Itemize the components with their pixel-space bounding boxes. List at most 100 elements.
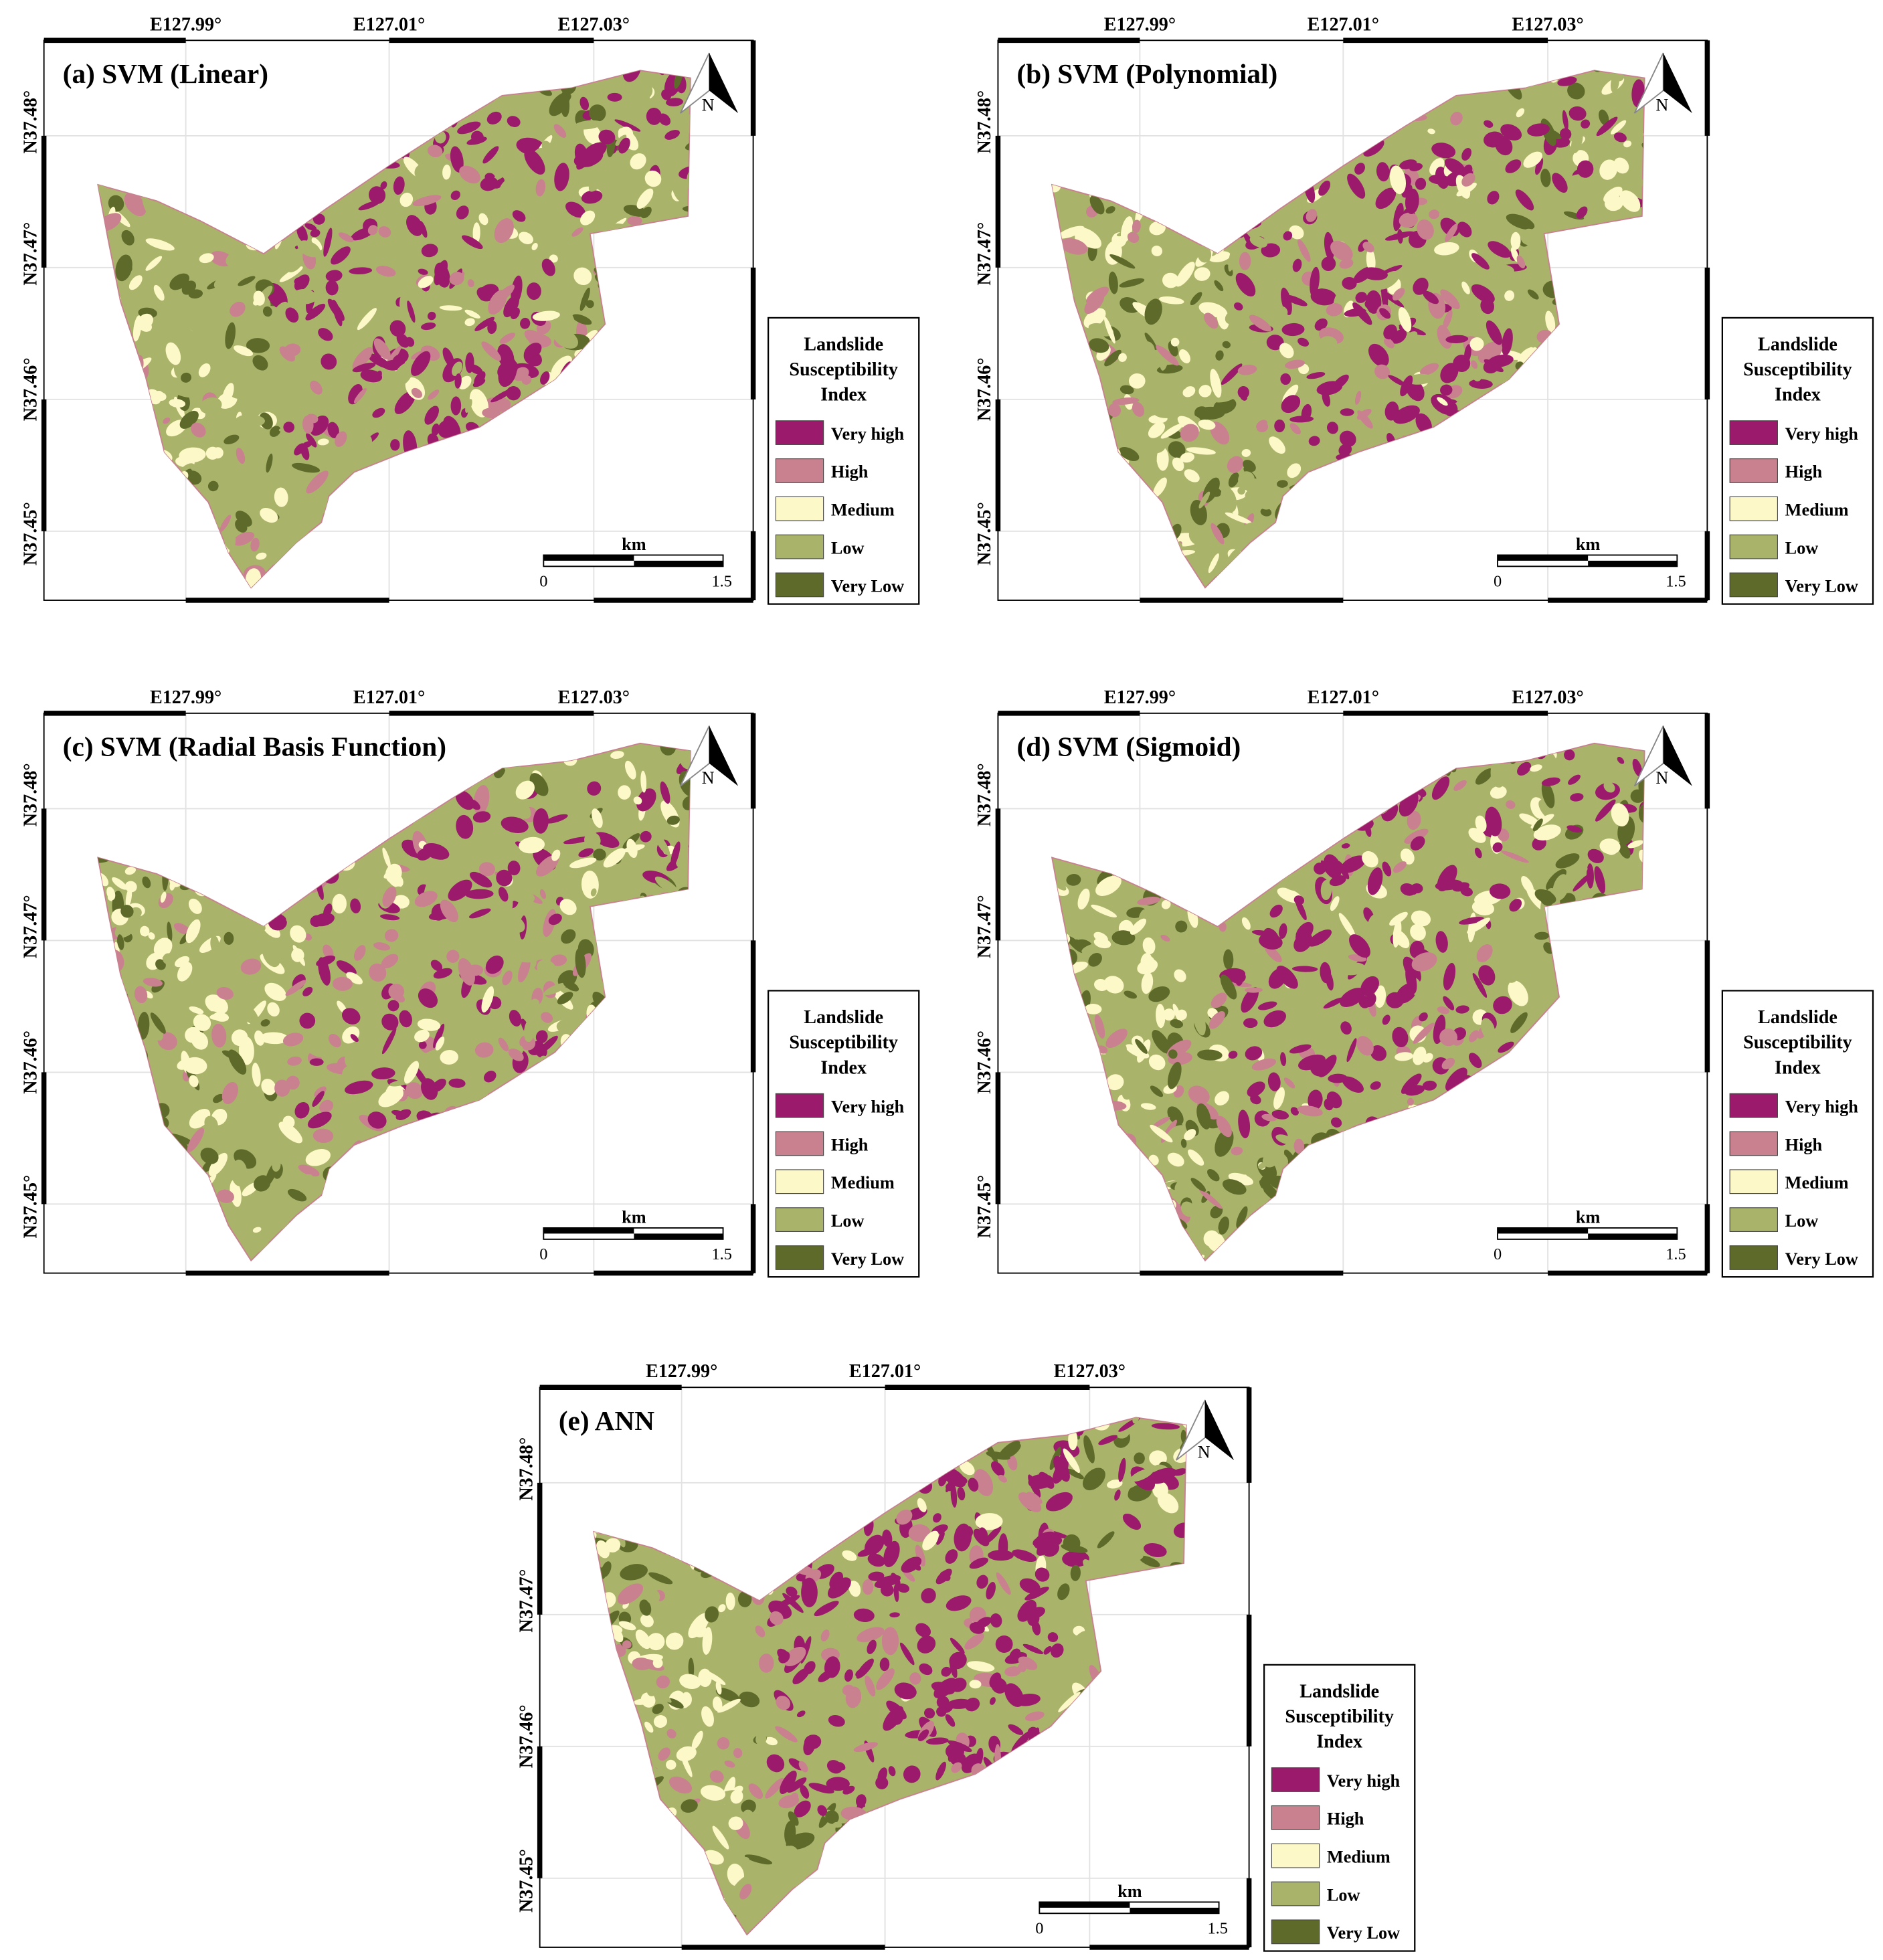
class-patch bbox=[350, 1034, 359, 1043]
legend-title: Landslide bbox=[804, 335, 883, 355]
class-patch bbox=[219, 515, 232, 532]
class-patch bbox=[1280, 373, 1291, 385]
class-patch bbox=[1168, 1597, 1186, 1619]
class-patch bbox=[1135, 1039, 1148, 1054]
class-patch bbox=[1429, 515, 1445, 531]
class-patch bbox=[760, 1517, 774, 1535]
class-patch bbox=[824, 1922, 842, 1934]
class-patch bbox=[412, 1187, 434, 1201]
class-patch bbox=[603, 1041, 616, 1053]
class-patch bbox=[1471, 284, 1495, 303]
class-patch bbox=[294, 1101, 310, 1119]
class-patch bbox=[286, 912, 298, 925]
class-patch bbox=[411, 351, 426, 360]
class-patch bbox=[799, 1895, 808, 1904]
class-patch bbox=[935, 1761, 946, 1781]
class-patch bbox=[1615, 1168, 1634, 1196]
class-patch bbox=[603, 1443, 621, 1472]
y-coordinate-label: N37.46° bbox=[516, 1704, 537, 1768]
class-patch bbox=[1184, 766, 1198, 788]
class-patch bbox=[1379, 308, 1391, 319]
class-patch bbox=[635, 382, 650, 397]
class-patch bbox=[406, 1082, 424, 1099]
class-patch bbox=[1337, 883, 1348, 906]
class-patch bbox=[331, 246, 351, 265]
class-patch bbox=[1182, 386, 1196, 397]
class-patch bbox=[510, 307, 520, 320]
class-patch bbox=[169, 880, 175, 891]
class-patch bbox=[1445, 224, 1458, 242]
class-patch bbox=[608, 570, 626, 588]
class-patch bbox=[1004, 1768, 1031, 1782]
class-patch bbox=[1056, 338, 1065, 351]
class-patch bbox=[1152, 1030, 1171, 1054]
class-patch bbox=[1162, 1008, 1175, 1021]
class-patch bbox=[749, 1507, 766, 1524]
class-patch bbox=[638, 978, 655, 996]
class-patch bbox=[778, 1651, 790, 1664]
class-patch bbox=[1389, 1210, 1409, 1221]
class-patch bbox=[927, 1829, 947, 1845]
y-coordinate-label: N37.48° bbox=[974, 90, 995, 154]
class-patch bbox=[1504, 107, 1514, 118]
class-patch bbox=[440, 1122, 453, 1138]
class-patch bbox=[531, 242, 538, 250]
class-patch bbox=[559, 422, 571, 452]
class-patch bbox=[430, 960, 443, 972]
class-patch bbox=[1459, 79, 1475, 88]
class-patch bbox=[1434, 242, 1459, 256]
class-patch bbox=[741, 1799, 756, 1814]
class-patch bbox=[976, 1575, 988, 1589]
class-patch bbox=[1500, 1137, 1528, 1143]
class-patch bbox=[1469, 1030, 1480, 1043]
class-patch bbox=[682, 796, 691, 810]
scale-unit: km bbox=[1576, 1208, 1601, 1227]
class-patch bbox=[1452, 430, 1471, 453]
class-patch bbox=[1627, 1079, 1633, 1093]
class-patch bbox=[1308, 929, 1332, 947]
class-patch bbox=[608, 1753, 619, 1763]
class-patch bbox=[946, 1595, 972, 1611]
class-patch bbox=[1289, 121, 1306, 139]
class-patch bbox=[1156, 1526, 1165, 1536]
class-patch bbox=[248, 168, 271, 188]
class-patch bbox=[278, 1122, 303, 1144]
class-patch bbox=[1492, 743, 1511, 746]
class-patch bbox=[664, 130, 680, 140]
class-patch bbox=[937, 1815, 946, 1826]
class-patch bbox=[1062, 1099, 1075, 1129]
class-patch bbox=[620, 1564, 648, 1581]
class-patch bbox=[1052, 1098, 1067, 1111]
class-patch bbox=[1516, 255, 1526, 269]
class-patch bbox=[1347, 173, 1366, 199]
class-patch bbox=[1528, 373, 1542, 394]
class-patch bbox=[207, 480, 219, 492]
class-patch bbox=[319, 1099, 333, 1113]
class-patch bbox=[417, 499, 425, 511]
class-patch bbox=[193, 130, 200, 157]
class-patch bbox=[404, 1061, 420, 1084]
class-patch bbox=[1515, 1124, 1524, 1139]
class-patch bbox=[832, 1937, 845, 1953]
class-patch bbox=[1506, 213, 1535, 230]
class-patch bbox=[636, 1844, 652, 1870]
class-patch bbox=[559, 899, 577, 915]
class-patch bbox=[1052, 1058, 1073, 1077]
class-patch bbox=[429, 766, 442, 778]
class-patch bbox=[653, 1715, 668, 1728]
class-patch bbox=[1643, 1093, 1660, 1118]
class-patch bbox=[950, 1660, 958, 1678]
class-patch bbox=[1348, 779, 1368, 804]
class-patch bbox=[1144, 298, 1162, 325]
class-patch bbox=[1132, 857, 1151, 873]
class-patch bbox=[1129, 1834, 1148, 1858]
class-patch bbox=[465, 438, 481, 447]
class-patch bbox=[1228, 159, 1249, 169]
class-patch bbox=[573, 1072, 588, 1084]
class-patch bbox=[485, 452, 505, 473]
class-patch bbox=[757, 1417, 769, 1421]
class-patch bbox=[612, 432, 621, 442]
class-patch bbox=[802, 1535, 823, 1546]
class-patch bbox=[387, 1000, 399, 1012]
class-patch bbox=[893, 1850, 908, 1863]
